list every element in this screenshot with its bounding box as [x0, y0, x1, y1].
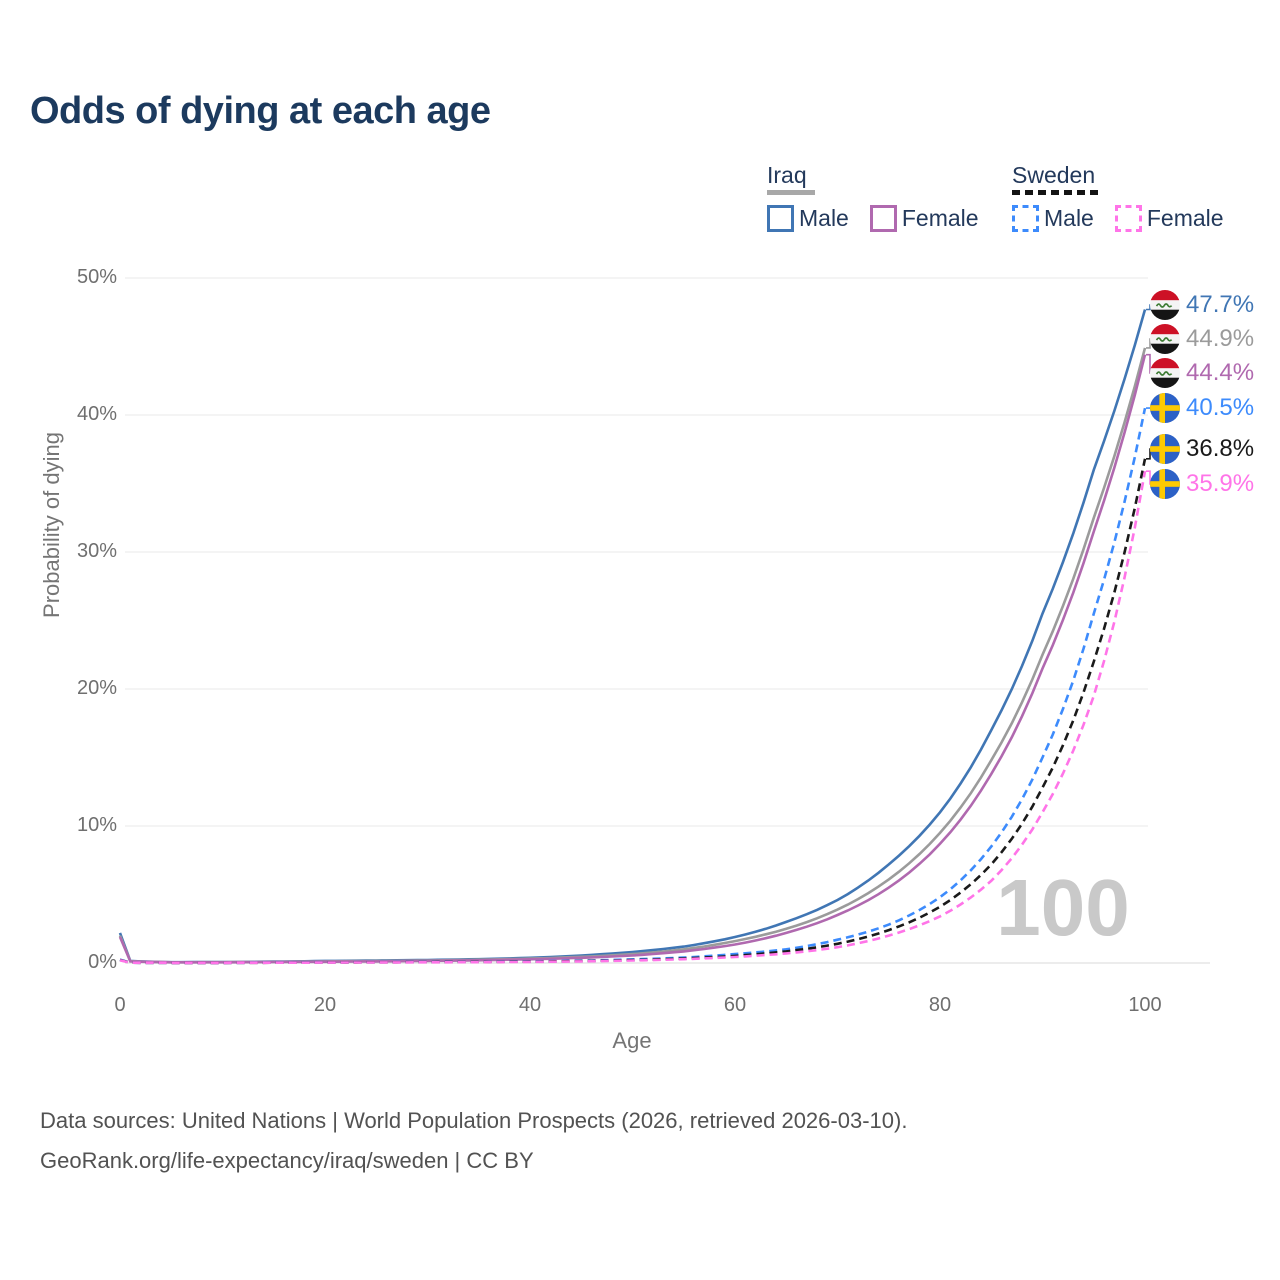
end-label-value: 40.5%: [1186, 394, 1255, 421]
sweden-flag-icon: [1150, 393, 1180, 423]
sweden-flag-icon: [1150, 469, 1180, 499]
sweden-flag-icon: [1150, 434, 1180, 464]
y-tick-label: 30%: [76, 540, 117, 562]
page-title: Odds of dying at each age: [30, 90, 491, 132]
y-tick-label: 40%: [76, 403, 117, 425]
legend-item-label: Male: [799, 205, 849, 231]
end-label-row-iraq-male: 47.7%: [1150, 289, 1254, 321]
end-label-value: 44.9%: [1186, 325, 1255, 352]
iraq-female-swatch-icon: [869, 205, 897, 232]
legend-header-sweden: Sweden: [1012, 162, 1096, 188]
legend-item-iraq-male[interactable]: Male: [767, 205, 849, 232]
legend-item-sweden-male[interactable]: Male: [1012, 205, 1094, 232]
iraq-flag-icon: [1150, 290, 1180, 320]
end-label-row-sweden-female: 35.9%: [1150, 468, 1254, 500]
age-counter-watermark: 100: [996, 863, 1130, 952]
iraq-male-swatch-icon: [767, 205, 794, 232]
footer-source-line: Data sources: United Nations | World Pop…: [40, 1108, 908, 1133]
x-tick-label: 0: [114, 994, 126, 1016]
end-label-value: 35.9%: [1186, 470, 1255, 497]
sweden-male-swatch-icon: [1012, 205, 1039, 232]
legend-header-iraq: Iraq: [767, 162, 807, 188]
iraq-total-line-swatch-icon: [767, 190, 815, 195]
end-label-value: 36.8%: [1186, 435, 1255, 462]
end-label-value: 47.7%: [1186, 291, 1255, 318]
legend-group-iraq: Iraq Male Female: [767, 163, 979, 232]
end-label-row-sweden-male: 40.5%: [1150, 392, 1254, 424]
x-tick-label: 100: [1128, 994, 1162, 1016]
x-tick-label: 40: [518, 994, 542, 1016]
x-tick-label: 80: [928, 994, 952, 1016]
legend-item-label: Female: [901, 205, 979, 231]
sweden-total-line-swatch-icon: [1012, 190, 1100, 195]
y-axis-label: Probability of dying: [39, 432, 64, 618]
end-label-row-sweden-both: 36.8%: [1150, 433, 1254, 465]
end-label-row-iraq-both: 44.9%: [1150, 323, 1254, 355]
sweden-female-swatch-icon: [1114, 205, 1142, 232]
legend-item-label: Female: [1146, 205, 1224, 231]
iraq-flag-icon: [1150, 358, 1180, 388]
y-tick-label: 10%: [76, 814, 117, 836]
y-tick-label: 0%: [88, 951, 117, 973]
y-tick-label: 20%: [76, 677, 117, 699]
legend-item-label: Male: [1044, 205, 1094, 231]
end-label-row-iraq-female: 44.4%: [1150, 357, 1254, 389]
y-tick-label: 50%: [76, 266, 117, 288]
x-tick-label: 20: [313, 994, 337, 1016]
legend-group-sweden: Sweden Male Female: [1012, 163, 1224, 232]
footer-license-line: GeoRank.org/life-expectancy/iraq/sweden …: [40, 1148, 534, 1173]
legend-item-sweden-female[interactable]: Female: [1114, 205, 1224, 232]
iraq-flag-icon: [1150, 324, 1180, 354]
legend-item-iraq-female[interactable]: Female: [869, 205, 979, 232]
end-label-value: 44.4%: [1186, 359, 1255, 386]
x-axis-label: Age: [612, 1028, 652, 1053]
x-tick-label: 60: [723, 994, 747, 1016]
